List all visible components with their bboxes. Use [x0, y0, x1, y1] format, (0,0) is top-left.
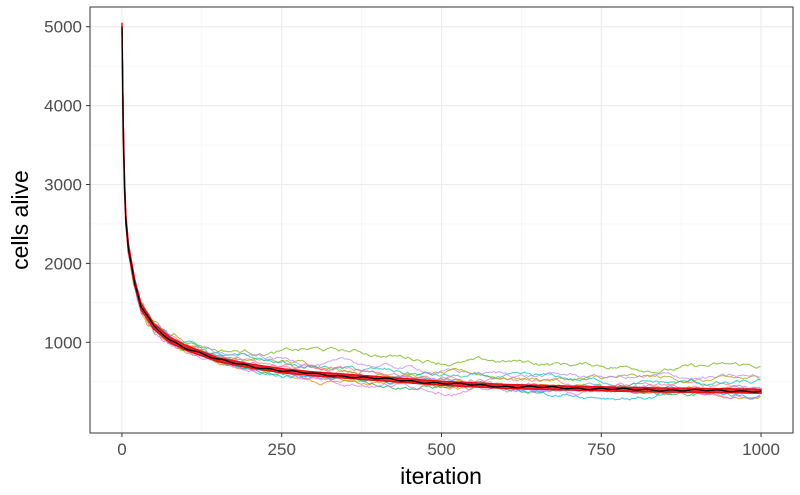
band-group [121, 22, 762, 395]
y-tick-label: 4000 [44, 97, 82, 116]
run-line-10 [121, 31, 761, 380]
y-tick-label: 3000 [44, 176, 82, 195]
x-tick-label: 500 [427, 440, 455, 459]
x-tick-label: 750 [587, 440, 615, 459]
mean-band [121, 22, 762, 395]
x-tick-label: 0 [117, 440, 126, 459]
y-axis-title: cells alive [7, 170, 33, 270]
mean-line [121, 26, 762, 393]
x-tick-label: 1000 [742, 440, 780, 459]
mean-group [121, 26, 762, 393]
y-tick-label: 1000 [44, 333, 82, 352]
run-line-5 [121, 29, 761, 374]
y-tick-label: 5000 [44, 18, 82, 37]
y-tick-label: 2000 [44, 254, 82, 273]
y-axis-ticks: 1000 2000 3000 4000 5000 [44, 18, 90, 352]
x-axis-title: iteration [400, 463, 482, 489]
x-tick-label: 250 [268, 440, 296, 459]
x-axis-ticks: 0 250 500 750 1000 [117, 433, 780, 459]
